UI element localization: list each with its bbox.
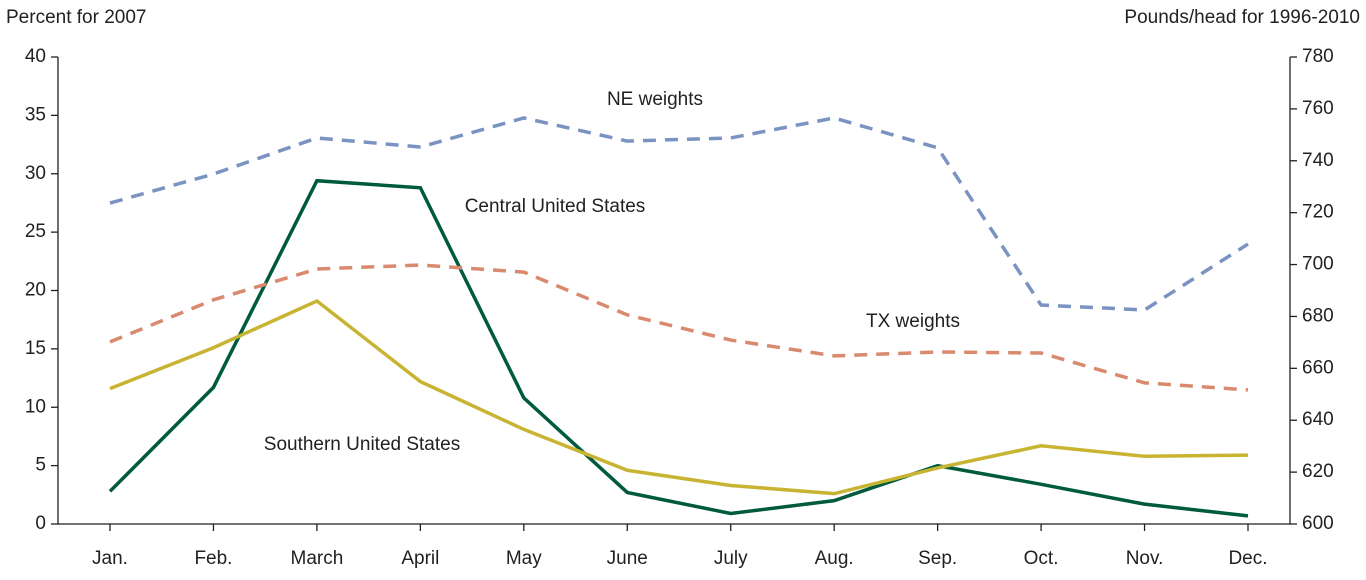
y2-tick-label: 680 (1302, 305, 1334, 326)
y2-tick-label: 740 (1302, 150, 1334, 171)
y2-axis-title: Pounds/head for 1996-2010 (1124, 7, 1360, 28)
y-tick-label: 20 (25, 280, 46, 301)
series-line (109, 116, 1249, 312)
y-axis-title: Percent for 2007 (6, 7, 146, 28)
x-tick-label: Aug. (815, 548, 854, 569)
x-tick-label: April (401, 548, 439, 569)
y-tick-label: 15 (25, 338, 46, 359)
series-line (109, 298, 1249, 496)
series-label: NE weights (607, 89, 703, 110)
y2-tick-label: 640 (1302, 409, 1334, 430)
series-line (108, 178, 1249, 518)
x-tick-label: March (291, 548, 344, 569)
x-tick-label: Oct. (1024, 548, 1059, 569)
x-tick-label: Dec. (1228, 548, 1267, 569)
x-tick-label: June (607, 548, 648, 569)
x-tick-label: Jan. (92, 548, 128, 569)
x-tick-label: Nov. (1126, 548, 1164, 569)
y-tick-label: 30 (25, 163, 46, 184)
y2-tick-label: 600 (1302, 513, 1334, 534)
x-tick-label: July (714, 548, 748, 569)
series-label: Central United States (465, 196, 646, 217)
y2-tick-label: 660 (1302, 357, 1334, 378)
y-tick-label: 0 (35, 513, 46, 534)
x-tick-label: Sep. (918, 548, 957, 569)
series-line (109, 263, 1249, 392)
series-label: TX weights (866, 311, 960, 332)
y-tick-label: 35 (25, 104, 46, 125)
y2-tick-label: 700 (1302, 254, 1334, 275)
y-tick-label: 40 (25, 46, 46, 67)
y2-tick-label: 720 (1302, 202, 1334, 223)
y-tick-label: 10 (25, 396, 46, 417)
series-label: Southern United States (264, 434, 460, 455)
y2-tick-label: 760 (1302, 98, 1334, 119)
x-tick-label: Feb. (194, 548, 232, 569)
y2-tick-label: 620 (1302, 461, 1334, 482)
y-tick-label: 25 (25, 221, 46, 242)
y2-tick-label: 780 (1302, 46, 1334, 67)
y-tick-label: 5 (35, 455, 46, 476)
x-tick-label: May (506, 548, 542, 569)
